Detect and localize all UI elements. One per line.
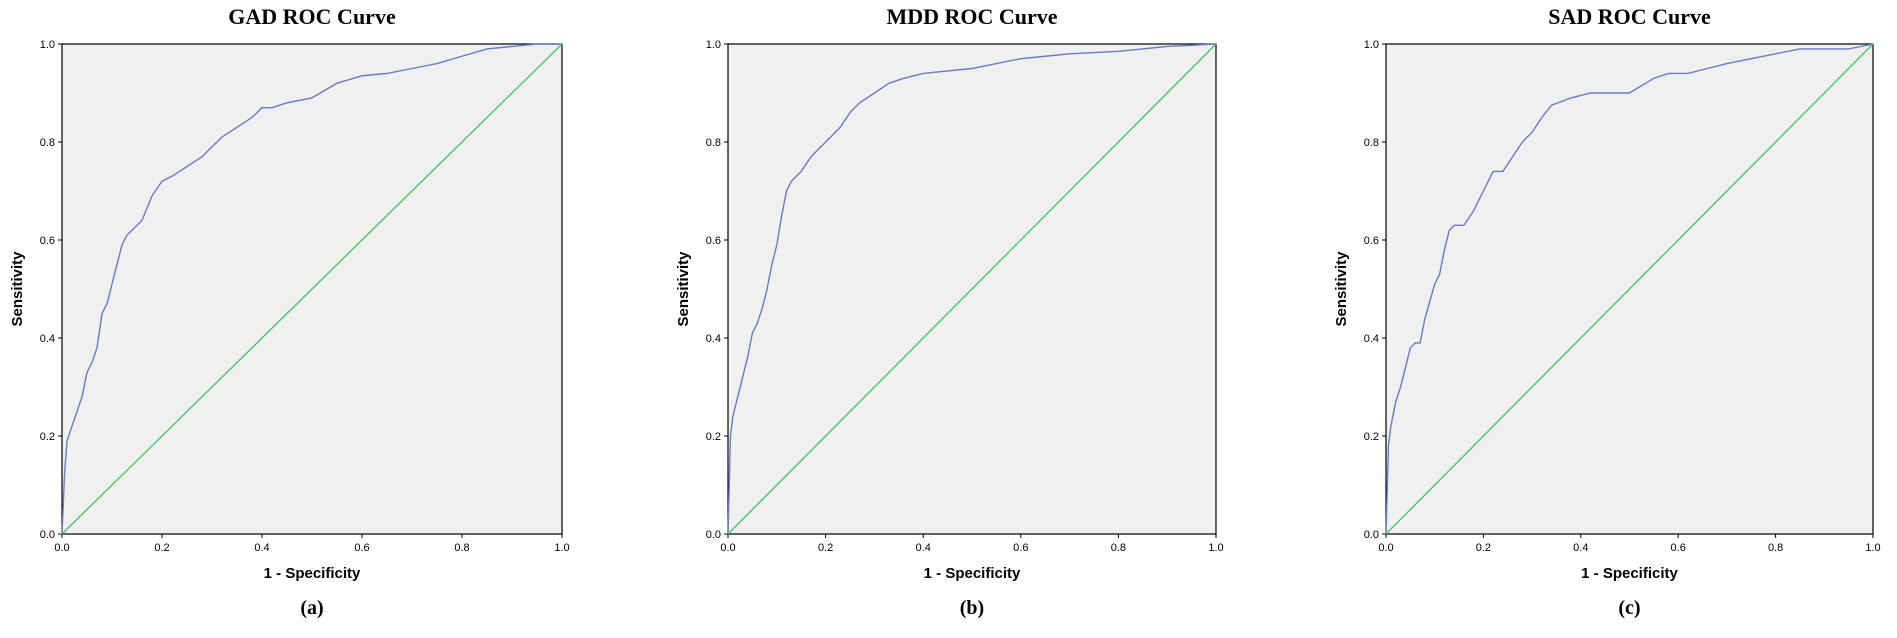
y-tick-label: 0.6 bbox=[1364, 235, 1379, 247]
y-tick-label: 1.0 bbox=[706, 39, 721, 51]
chart-title-a: GAD ROC Curve bbox=[228, 4, 396, 29]
y-tick-label: 0.6 bbox=[40, 235, 55, 247]
panel-caption-b: (b) bbox=[960, 597, 984, 619]
reference-diagonal-line-b bbox=[727, 43, 1217, 535]
x-tick-label: 0.2 bbox=[818, 542, 833, 554]
x-tick-label: 0.0 bbox=[1378, 542, 1393, 554]
y-tick-label: 0.4 bbox=[1364, 333, 1379, 345]
chart-title-c: SAD ROC Curve bbox=[1548, 4, 1711, 29]
panel-caption-a: (a) bbox=[300, 597, 323, 619]
x-tick-label: 0.0 bbox=[720, 542, 735, 554]
x-axis-label-a: 1 - Specificity bbox=[264, 565, 361, 582]
y-axis-label-c: Sensitivity bbox=[1333, 251, 1350, 327]
y-tick-label: 0.2 bbox=[706, 431, 721, 443]
y-tick-label: 0.8 bbox=[1364, 137, 1379, 149]
y-tick-label: 0.0 bbox=[1364, 529, 1379, 541]
y-tick-label: 0.8 bbox=[706, 137, 721, 149]
y-tick-label: 0.8 bbox=[40, 137, 55, 149]
chart-panel-a: GAD ROC Curve 0.0 0.2 0.4 0.6 0.8 1.0 0.0 0.2 0.4… bbox=[9, 4, 570, 619]
x-tick-label: 1.0 bbox=[554, 542, 569, 554]
y-axis-label-a: Sensitivity bbox=[9, 251, 26, 327]
reference-diagonal-line-a bbox=[61, 43, 563, 535]
x-tick-label: 0.6 bbox=[1671, 542, 1686, 554]
chart-panel-c: SAD ROC Curve 0.0 0.2 0.4 0.6 0.8 1.0 0.0 0.2 0.4… bbox=[1333, 4, 1881, 619]
roc-curve-line-c bbox=[1385, 43, 1874, 535]
reference-diagonal-line-c bbox=[1385, 43, 1874, 535]
x-tick-label: 0.2 bbox=[154, 542, 169, 554]
x-tick-label: 0.6 bbox=[1013, 542, 1028, 554]
y-tick-label: 0.0 bbox=[40, 529, 55, 541]
chart-title-b: MDD ROC Curve bbox=[886, 4, 1057, 29]
x-tick-label: 0.4 bbox=[254, 542, 269, 554]
x-tick-label: 0.8 bbox=[1768, 542, 1783, 554]
y-tick-label: 0.4 bbox=[706, 333, 721, 345]
roc-curve-line-b bbox=[727, 43, 1217, 535]
panel-caption-c: (c) bbox=[1618, 597, 1640, 619]
x-tick-label: 0.0 bbox=[54, 542, 69, 554]
y-axis-label-b: Sensitivity bbox=[675, 251, 692, 327]
x-axis-label-c: 1 - Specificity bbox=[1581, 565, 1678, 582]
x-tick-label: 1.0 bbox=[1208, 542, 1223, 554]
chart-panel-b: MDD ROC Curve 0.0 0.2 0.4 0.6 0.8 1.0 0.0 0.2 0.4… bbox=[675, 4, 1224, 619]
x-tick-label: 0.8 bbox=[1111, 542, 1126, 554]
x-tick-label: 1.0 bbox=[1865, 542, 1880, 554]
y-tick-label: 0.2 bbox=[40, 431, 55, 443]
x-tick-label: 0.4 bbox=[916, 542, 931, 554]
roc-curve-line-a bbox=[61, 43, 562, 535]
y-tick-label: 0.0 bbox=[706, 529, 721, 541]
y-tick-label: 0.4 bbox=[40, 333, 55, 345]
x-axis-label-b: 1 - Specificity bbox=[924, 565, 1021, 582]
y-tick-label: 0.2 bbox=[1364, 431, 1379, 443]
x-tick-label: 0.8 bbox=[454, 542, 469, 554]
y-tick-label: 1.0 bbox=[40, 39, 55, 51]
x-tick-label: 0.6 bbox=[354, 542, 369, 554]
y-tick-label: 0.6 bbox=[706, 235, 721, 247]
x-tick-label: 0.2 bbox=[1476, 542, 1491, 554]
y-tick-label: 1.0 bbox=[1364, 39, 1379, 51]
x-tick-label: 0.4 bbox=[1573, 542, 1588, 554]
